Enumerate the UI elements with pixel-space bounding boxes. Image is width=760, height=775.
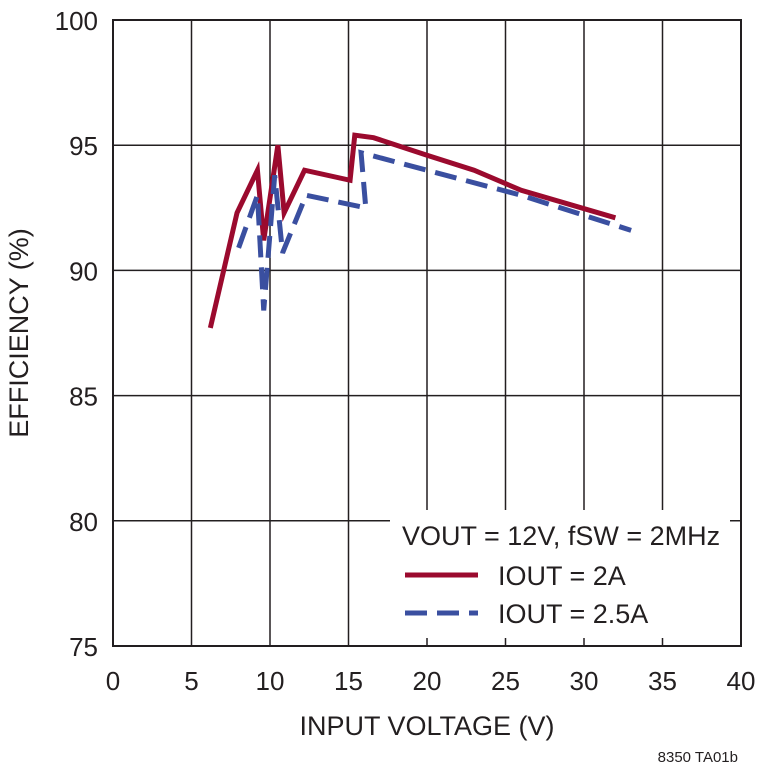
y-axis-label: EFFICIENCY (%) [4, 228, 34, 438]
x-tick-label: 40 [727, 666, 756, 696]
data-line [207, 132, 617, 329]
legend-label: IOUT = 2.5A [498, 599, 648, 629]
x-tick-label: 10 [256, 666, 285, 696]
x-tick-label: 15 [334, 666, 363, 696]
y-tick-label: 85 [69, 382, 98, 412]
x-tick-label: 20 [413, 666, 442, 696]
x-tick-label: 35 [648, 666, 677, 696]
x-tick-label: 0 [106, 666, 120, 696]
y-tick-label: 95 [69, 131, 98, 161]
y-tick-label: 80 [69, 507, 98, 537]
legend-title: VOUT = 12V, fSW = 2MHz [402, 521, 720, 551]
footnote: 8350 TA01b [658, 749, 738, 766]
x-axis-label: INPUT VOLTAGE (V) [299, 711, 554, 741]
legend-label: IOUT = 2A [498, 561, 626, 591]
y-tick-label: 75 [69, 632, 98, 662]
x-tick-label: 25 [491, 666, 520, 696]
data-line [236, 149, 632, 311]
x-tick-label: 30 [570, 666, 599, 696]
x-tick-label: 5 [184, 666, 198, 696]
y-tick-label: 90 [69, 256, 98, 286]
y-tick-label: 100 [55, 6, 98, 36]
